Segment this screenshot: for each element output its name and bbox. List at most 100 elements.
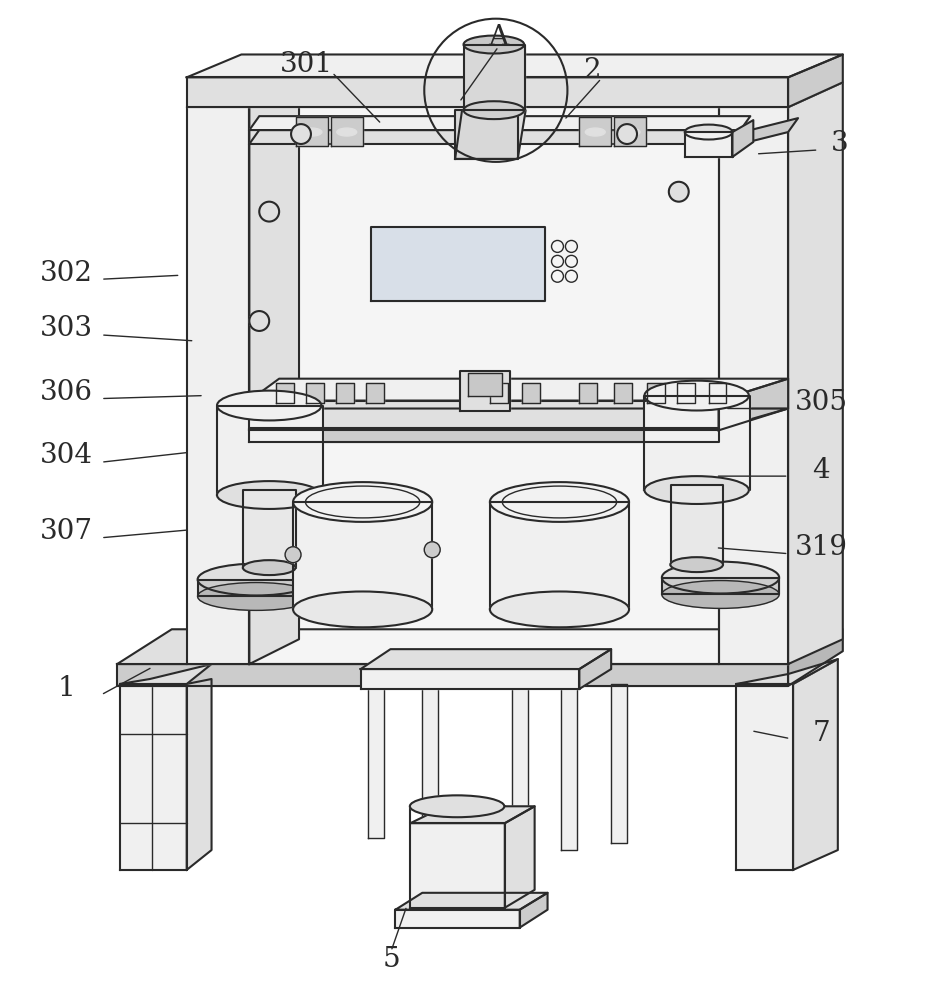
Polygon shape [371, 227, 545, 301]
Polygon shape [186, 54, 843, 77]
Text: 2: 2 [583, 57, 601, 84]
Polygon shape [741, 118, 798, 144]
Circle shape [424, 542, 440, 558]
Polygon shape [580, 117, 611, 146]
Circle shape [291, 124, 311, 144]
Ellipse shape [645, 381, 749, 410]
Circle shape [249, 311, 269, 331]
Polygon shape [719, 107, 789, 664]
Polygon shape [732, 120, 754, 157]
Polygon shape [120, 684, 186, 870]
Ellipse shape [585, 128, 605, 136]
Polygon shape [789, 54, 843, 107]
Polygon shape [460, 371, 510, 410]
Polygon shape [360, 669, 580, 689]
Text: A: A [488, 24, 509, 51]
Polygon shape [249, 130, 750, 144]
Polygon shape [410, 823, 504, 908]
Polygon shape [296, 117, 327, 146]
Ellipse shape [662, 562, 779, 593]
Polygon shape [490, 502, 629, 609]
Polygon shape [521, 383, 539, 403]
Ellipse shape [490, 591, 629, 627]
Polygon shape [410, 806, 534, 823]
Polygon shape [644, 396, 750, 490]
Text: 303: 303 [40, 315, 93, 342]
Polygon shape [186, 679, 212, 870]
Polygon shape [677, 383, 694, 403]
Polygon shape [366, 383, 384, 403]
Ellipse shape [490, 482, 629, 522]
Text: 7: 7 [812, 720, 830, 747]
Polygon shape [512, 684, 528, 850]
Polygon shape [719, 379, 789, 430]
Ellipse shape [217, 391, 322, 420]
Ellipse shape [620, 128, 640, 136]
Polygon shape [519, 893, 548, 928]
Polygon shape [276, 383, 294, 403]
Polygon shape [395, 910, 519, 928]
Text: 5: 5 [382, 946, 400, 973]
Polygon shape [614, 383, 632, 403]
Polygon shape [293, 502, 432, 609]
Polygon shape [117, 629, 843, 664]
Polygon shape [120, 664, 212, 684]
Text: 304: 304 [40, 442, 93, 469]
Ellipse shape [243, 560, 295, 575]
Polygon shape [249, 107, 719, 664]
Text: 4: 4 [812, 457, 830, 484]
Polygon shape [455, 110, 526, 159]
Polygon shape [186, 77, 789, 107]
Polygon shape [614, 117, 646, 146]
Ellipse shape [198, 583, 315, 610]
Polygon shape [198, 580, 315, 596]
Text: 3: 3 [831, 130, 849, 157]
Polygon shape [186, 107, 249, 664]
Ellipse shape [645, 476, 749, 504]
Polygon shape [360, 649, 611, 669]
Polygon shape [737, 684, 793, 870]
Ellipse shape [198, 564, 315, 595]
Polygon shape [490, 383, 508, 403]
Polygon shape [216, 406, 323, 495]
Polygon shape [368, 684, 384, 838]
Text: 1: 1 [57, 675, 75, 702]
Polygon shape [611, 684, 627, 843]
Text: 319: 319 [795, 534, 848, 561]
Polygon shape [249, 401, 719, 430]
Ellipse shape [662, 581, 779, 608]
Polygon shape [331, 117, 362, 146]
Polygon shape [789, 629, 843, 686]
Text: 302: 302 [40, 260, 93, 287]
Text: 301: 301 [280, 51, 333, 78]
Ellipse shape [337, 128, 357, 136]
Polygon shape [647, 383, 665, 403]
Ellipse shape [464, 101, 524, 119]
Polygon shape [244, 490, 296, 568]
Circle shape [669, 182, 689, 202]
Polygon shape [709, 383, 726, 403]
Polygon shape [395, 893, 548, 910]
Polygon shape [793, 659, 837, 870]
Polygon shape [336, 383, 354, 403]
Polygon shape [789, 82, 843, 664]
Polygon shape [671, 485, 724, 565]
Polygon shape [249, 409, 789, 428]
Polygon shape [249, 428, 719, 442]
Polygon shape [580, 383, 598, 403]
Polygon shape [306, 383, 324, 403]
Ellipse shape [293, 482, 432, 522]
Ellipse shape [293, 591, 432, 627]
Polygon shape [455, 110, 518, 159]
Ellipse shape [302, 128, 322, 136]
Ellipse shape [217, 481, 322, 509]
Ellipse shape [670, 557, 723, 572]
Polygon shape [737, 659, 837, 684]
Polygon shape [464, 45, 525, 110]
Polygon shape [249, 82, 299, 664]
Text: 305: 305 [795, 389, 848, 416]
Polygon shape [468, 373, 502, 396]
Polygon shape [423, 684, 439, 843]
Polygon shape [249, 379, 789, 401]
Polygon shape [685, 132, 732, 157]
